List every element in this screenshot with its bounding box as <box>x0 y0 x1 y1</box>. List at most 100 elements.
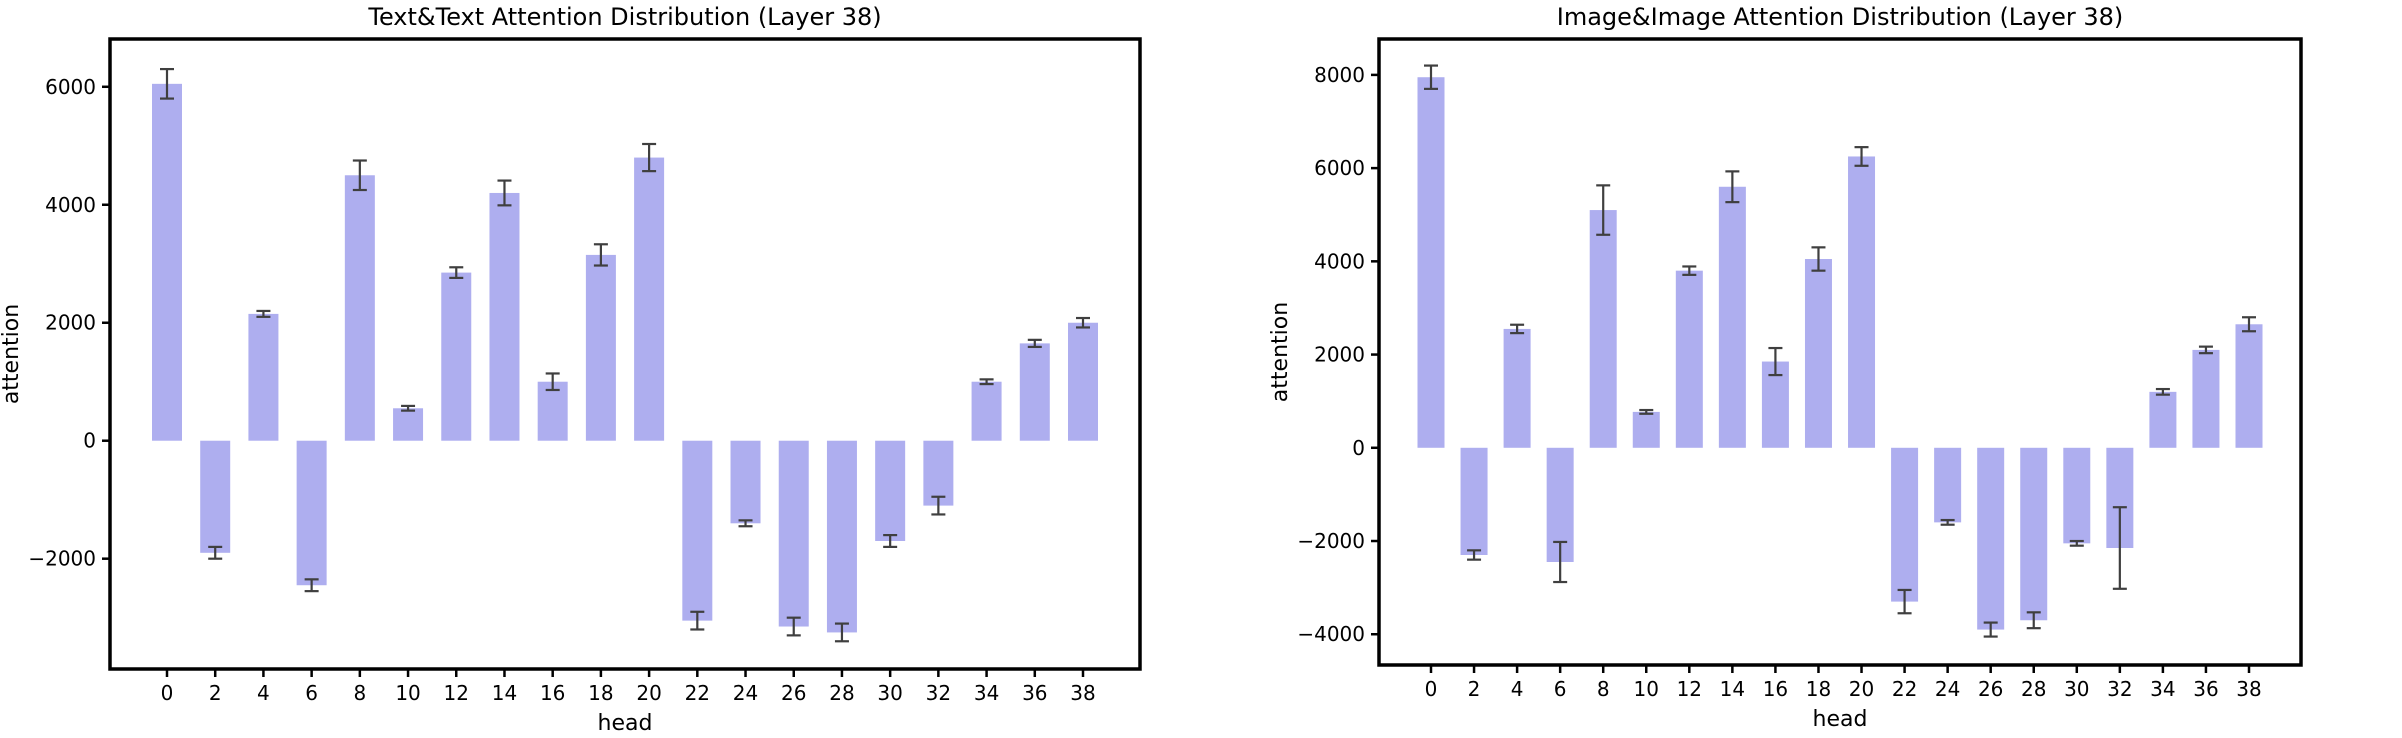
error-bar-head-34 <box>979 378 994 386</box>
x-tick-label: 22 <box>685 681 710 705</box>
x-tick-label: 38 <box>2236 677 2261 701</box>
chart-title: Text&Text Attention Distribution (Layer … <box>367 3 881 31</box>
x-tick-label: 14 <box>1720 677 1745 701</box>
bar-head-14 <box>1718 186 1746 448</box>
error-bar-head-8 <box>1596 184 1611 236</box>
error-bar-head-26 <box>1983 621 1998 638</box>
x-tick-label: 36 <box>1022 681 1047 705</box>
y-tick-label: 6000 <box>1314 156 1365 180</box>
bar-head-10 <box>393 408 424 441</box>
x-tick-label: 0 <box>161 681 174 705</box>
bar-head-30 <box>2063 447 2091 544</box>
error-bar-head-32 <box>2112 506 2127 590</box>
error-bar-head-0 <box>160 67 174 100</box>
chart-panel-image-image: −4000 −2000 0 2000 4000 6000 8000 0 2 4 6 8 10 12 14 16… <box>1201 0 2402 734</box>
bar-head-18 <box>1804 259 1832 448</box>
y-tick-label: 0 <box>83 429 96 453</box>
error-bar-head-18 <box>593 243 608 267</box>
x-tick-label: 32 <box>2107 677 2132 701</box>
error-bar-head-36 <box>1027 338 1042 349</box>
error-bar-head-0 <box>1424 64 1438 90</box>
x-tick-label: 2 <box>209 681 222 705</box>
error-bar-head-6 <box>1553 540 1568 584</box>
error-bar-head-2 <box>208 545 223 560</box>
x-tick-label: 4 <box>257 681 270 705</box>
x-axis-label: head <box>1813 707 1868 732</box>
y-axis-label: attention <box>1268 302 1293 402</box>
x-tick-label: 26 <box>1978 677 2003 701</box>
error-bar-head-14 <box>1725 170 1740 204</box>
x-tick-label: 8 <box>353 681 366 705</box>
error-bar-head-16 <box>545 372 560 392</box>
x-tick-label: 24 <box>1935 677 1960 701</box>
bar-head-18 <box>585 254 616 441</box>
bar-head-16 <box>537 381 568 441</box>
bar-head-36 <box>2192 349 2220 448</box>
bar-head-22 <box>1891 447 1919 602</box>
error-bar-head-24 <box>1940 518 1955 526</box>
x-tick-label: 6 <box>305 681 318 705</box>
y-tick-label: 0 <box>1352 436 1365 460</box>
x-tick-label: 18 <box>588 681 613 705</box>
error-bar-head-28 <box>2026 611 2041 630</box>
error-bar-head-10 <box>1639 408 1654 415</box>
error-bar-head-14 <box>497 179 512 207</box>
bar-head-4 <box>248 313 279 441</box>
error-bar-head-4 <box>1510 323 1525 335</box>
bar-head-2 <box>1460 447 1488 555</box>
bar-head-28 <box>2020 447 2048 621</box>
x-tick-label: 20 <box>636 681 661 705</box>
bar-head-28 <box>826 440 857 633</box>
error-bar-head-4 <box>256 309 271 318</box>
bar-head-34 <box>2149 391 2177 448</box>
x-tick-label: 16 <box>540 681 565 705</box>
chart-panel-text-text: −2000 0 2000 4000 6000 0 2 4 6 8 10 12 14 16 18 20 22 24 2… <box>0 0 1201 736</box>
error-bar-head-28 <box>834 622 849 643</box>
error-bar-head-30 <box>883 533 898 548</box>
x-tick-label: 2 <box>1468 677 1481 701</box>
error-bar-head-22 <box>1897 588 1912 615</box>
x-tick-label: 10 <box>395 681 420 705</box>
chart-title: Image&Image Attention Distribution (Laye… <box>1557 3 2124 31</box>
error-bar-head-8 <box>352 159 367 192</box>
bar-head-20 <box>1848 156 1876 448</box>
bar-head-4 <box>1503 328 1531 448</box>
x-axis-label: head <box>598 711 653 734</box>
x-tick-label: 16 <box>1763 677 1788 701</box>
x-tick-label: 8 <box>1597 677 1610 701</box>
plot-border <box>1377 37 2303 667</box>
bar-head-36 <box>1019 343 1050 441</box>
y-axis-label: attention <box>0 304 24 404</box>
bar-head-24 <box>1934 447 1962 523</box>
x-tick-label: 6 <box>1554 677 1567 701</box>
x-tick-label: 0 <box>1425 677 1438 701</box>
error-bar-head-12 <box>449 266 464 280</box>
bar-head-8 <box>344 175 375 441</box>
bar-head-6 <box>296 440 327 586</box>
y-tick-label: 4000 <box>45 193 96 217</box>
x-tick-label: 4 <box>1511 677 1524 701</box>
error-bar-head-38 <box>1076 316 1090 329</box>
y-tick-label: 2000 <box>1314 343 1365 367</box>
x-tick-label: 12 <box>444 681 469 705</box>
bar-head-34 <box>971 381 1002 441</box>
bar-head-12 <box>441 272 472 441</box>
error-bar-head-6 <box>304 578 319 593</box>
x-tick-label: 14 <box>492 681 517 705</box>
x-tick-label: 24 <box>733 681 758 705</box>
x-tick-label: 20 <box>1849 677 1874 701</box>
x-tick-label: 36 <box>2193 677 2218 701</box>
x-tick-label: 28 <box>2021 677 2046 701</box>
error-bar-head-34 <box>2155 387 2170 396</box>
x-tick-label: 22 <box>1892 677 1917 701</box>
bar-head-24 <box>730 440 761 524</box>
error-bar-head-20 <box>642 142 657 173</box>
error-bar-head-22 <box>690 610 705 631</box>
bar-head-32 <box>923 440 954 506</box>
bar-head-26 <box>778 440 809 627</box>
bar-head-38 <box>2235 324 2263 448</box>
bar-head-26 <box>1977 447 2005 630</box>
x-tick-label: 12 <box>1677 677 1702 701</box>
